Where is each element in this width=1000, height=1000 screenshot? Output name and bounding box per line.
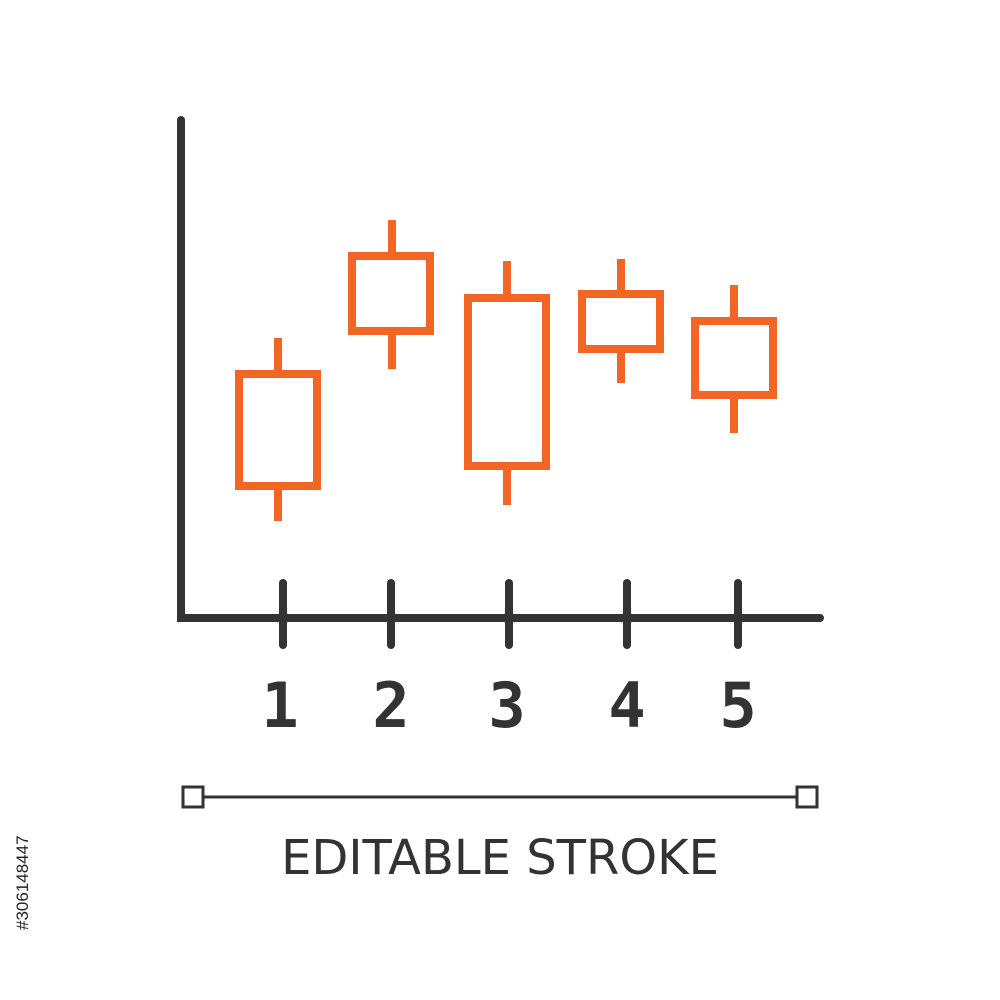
- x-label: 1: [261, 669, 298, 742]
- caption: EDITABLE STROKE: [281, 830, 719, 886]
- x-ticks: [279, 579, 742, 649]
- candles: [235, 220, 777, 521]
- x-label: 4: [608, 669, 645, 742]
- handle: [181, 785, 205, 809]
- x-label: 3: [488, 669, 525, 742]
- handle: [795, 785, 819, 809]
- axes: [177, 116, 824, 622]
- x-label: 2: [372, 669, 409, 742]
- x-label: 5: [719, 669, 756, 742]
- stock-id: #306148447: [13, 835, 32, 930]
